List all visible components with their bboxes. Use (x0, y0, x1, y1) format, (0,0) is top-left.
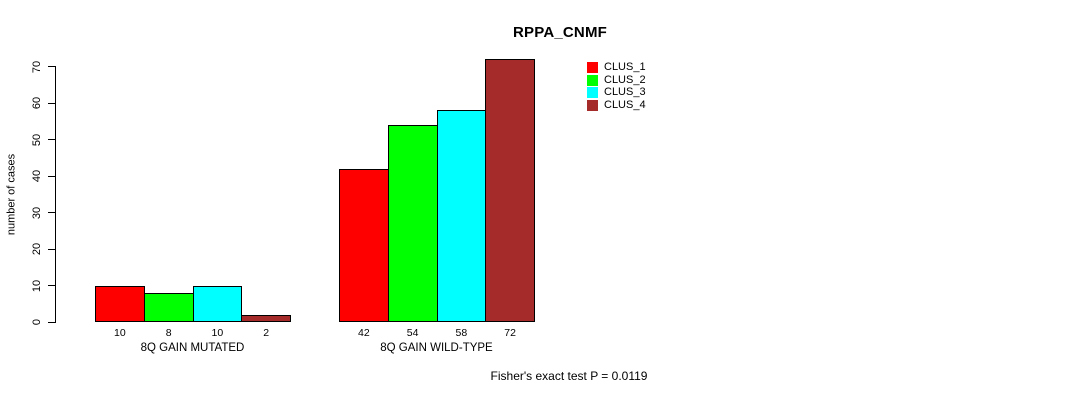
bar-value-label: 58 (455, 327, 468, 339)
legend-item-clus_2: CLUS_2 (587, 73, 646, 86)
y-axis-tick (48, 139, 55, 140)
bar-clus_4-group1 (241, 314, 291, 322)
legend-swatch-clus_3 (587, 87, 598, 99)
y-axis-label: number of cases (5, 153, 18, 236)
bar-value-label: 10 (114, 327, 126, 339)
chart-title: RPPA_CNMF (512, 24, 608, 41)
x-axis-group-label: 8Q GAIN WILD-TYPE (380, 342, 493, 354)
y-axis-tick-label: 10 (31, 279, 43, 292)
bar-clus_2-group2 (387, 124, 438, 322)
y-axis-tick (48, 175, 55, 177)
y-axis-tick (48, 285, 55, 286)
legend-item-clus_4: CLUS_4 (587, 99, 646, 112)
y-axis-tick-label: 60 (31, 96, 43, 110)
bar-value-label: 8 (165, 327, 172, 339)
bar-value-label: 54 (406, 327, 419, 339)
bar-clus_1-group1 (95, 285, 145, 322)
y-axis-tick (48, 248, 55, 250)
y-axis-tick-label: 50 (31, 133, 43, 146)
legend-label: CLUS_1 (604, 61, 646, 73)
bar-value-label: 72 (504, 327, 516, 339)
legend-swatch-clus_4 (587, 100, 598, 112)
legend-label: CLUS_4 (604, 99, 646, 112)
y-axis-tick-label: 0 (31, 318, 43, 326)
legend-label: CLUS_2 (604, 73, 646, 86)
legend: CLUS_1 CLUS_2 CLUS_3 CLUS_4 (587, 62, 646, 113)
y-axis-tick-label: 30 (31, 206, 43, 219)
bar-value-label: 42 (358, 327, 370, 339)
fisher-annotation: Fisher's exact test P = 0.0119 (490, 369, 648, 383)
bar-clus_1-group2 (339, 168, 389, 322)
bar-value-label: 10 (211, 327, 224, 339)
bar-clus_4-group2 (485, 59, 535, 322)
legend-swatch-clus_2 (587, 74, 598, 86)
legend-swatch-clus_1 (587, 62, 598, 73)
legend-item-clus_3: CLUS_3 (587, 86, 646, 99)
legend-item-clus_1: CLUS_1 (587, 62, 646, 73)
y-axis-tick (48, 66, 55, 67)
bar-clus_3-group1 (192, 285, 243, 322)
y-axis-tick (48, 212, 55, 213)
y-axis-tick (48, 321, 55, 323)
x-axis-group-label: 8Q GAIN MUTATED (140, 342, 245, 354)
y-axis-tick-label: 40 (31, 169, 43, 183)
legend-label: CLUS_3 (604, 86, 646, 99)
bar-clus_2-group1 (143, 292, 194, 322)
bar-value-label: 2 (263, 327, 270, 339)
y-axis-tick-label: 70 (31, 60, 43, 73)
y-axis-line (55, 66, 56, 323)
y-axis-tick (48, 102, 55, 104)
y-axis-tick-label: 20 (31, 242, 43, 256)
bar-clus_3-group2 (436, 110, 487, 322)
